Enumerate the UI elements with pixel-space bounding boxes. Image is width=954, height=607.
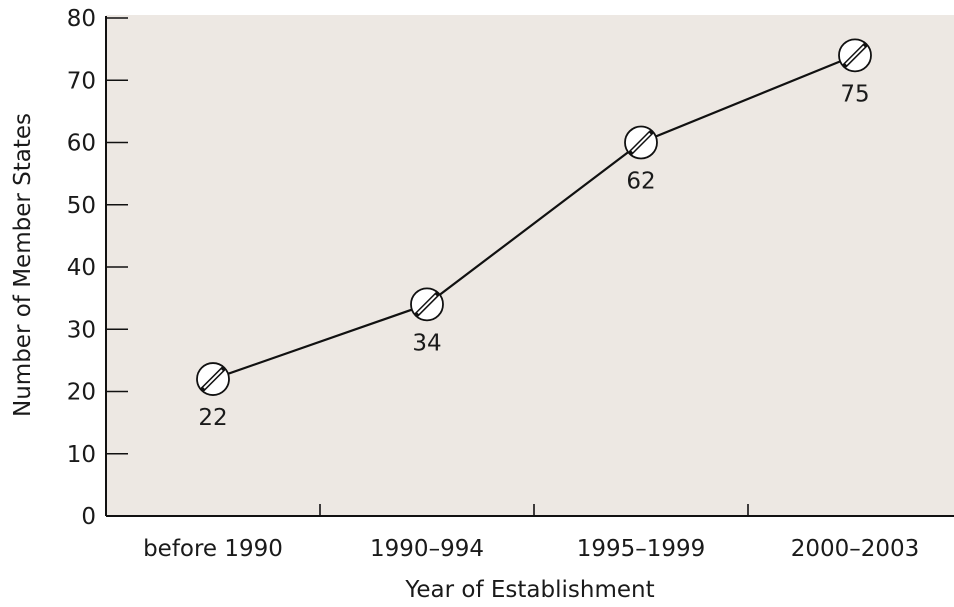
y-axis: 0 10 20 30 40 50 60 70 80 xyxy=(67,6,128,530)
data-label: 75 xyxy=(840,81,869,107)
x-tick-label: 2000–2003 xyxy=(791,536,920,562)
y-axis-title: Number of Member States xyxy=(10,113,36,417)
y-tick-label: 50 xyxy=(67,193,96,219)
data-point-marker xyxy=(196,362,230,396)
y-tick-label: 20 xyxy=(67,380,96,406)
data-label: 34 xyxy=(412,330,441,356)
marker-slash-highlight xyxy=(845,45,865,66)
series-line xyxy=(212,54,856,381)
y-tick-label: 60 xyxy=(67,131,96,157)
x-tick-label: 1990–994 xyxy=(370,536,484,562)
marker-slash-highlight xyxy=(631,132,651,153)
data-label: 62 xyxy=(626,169,655,195)
x-axis: before 1990 1990–994 1995–1999 2000–2003 xyxy=(106,504,954,562)
x-axis-title: Year of Establishment xyxy=(404,577,654,603)
marker-slash-highlight xyxy=(417,294,437,315)
data-labels: 22 34 62 75 xyxy=(198,81,869,431)
data-point-marker xyxy=(838,38,872,73)
data-point-marker xyxy=(410,287,444,322)
y-tick-label: 10 xyxy=(67,442,96,468)
marker-slash-highlight xyxy=(203,369,223,389)
plot-area xyxy=(106,15,954,516)
y-tick-label: 30 xyxy=(67,317,96,343)
y-tick-label: 80 xyxy=(67,6,96,32)
data-point-marker xyxy=(624,125,658,160)
x-tick-label: before 1990 xyxy=(143,536,283,562)
y-tick-label: 0 xyxy=(81,504,96,530)
x-tick-label: 1995–1999 xyxy=(577,536,706,562)
y-tick-label: 40 xyxy=(67,255,96,281)
y-tick-label: 70 xyxy=(67,68,96,94)
series-group xyxy=(196,38,872,396)
data-label: 22 xyxy=(198,405,227,431)
